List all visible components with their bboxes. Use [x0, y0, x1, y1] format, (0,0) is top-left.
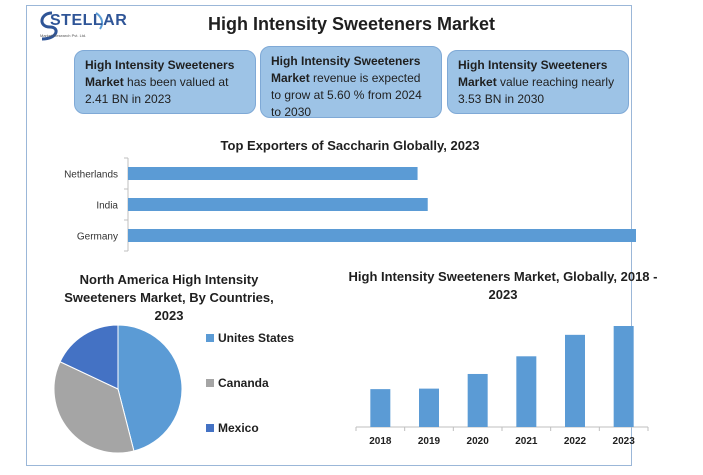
legend-swatch-canada — [206, 378, 214, 387]
fact-box-valuation-bold: High Intensity Sweeteners Market — [85, 58, 235, 89]
legend-swatch-us — [206, 333, 214, 342]
exporters-chart-title: Top Exporters of Saccharin Globally, 202… — [220, 138, 480, 153]
legend-item-mexico: Mexico — [206, 421, 259, 435]
fact-box-valuation-text: has been valued at 2.41 BN in 2023 — [85, 75, 229, 106]
logo-swoosh-icon — [40, 11, 104, 41]
market-chart-title: High Intensity Sweeteners Market, Global… — [348, 269, 658, 302]
fact-box-growth: High Intensity Sweeteners Market revenue… — [260, 46, 442, 119]
legend-item-us: Unites States — [206, 331, 294, 345]
fact-box-forecast-text: value reaching nearly 3.53 BN in 2030 — [458, 75, 615, 106]
stellar-logo: STELLAR Market Research Pvt. Ltd. — [36, 9, 127, 43]
fact-box-growth-text: revenue is expected to grow at 5.60 % fr… — [271, 71, 422, 119]
fact-box-forecast-bold: High Intensity Sweeteners Market — [458, 58, 608, 89]
legend-item-canada: Cananda — [206, 376, 269, 390]
legend-swatch-mexico — [206, 423, 214, 432]
pie-chart-title: North America High Intensity Sweeteners … — [64, 272, 274, 323]
fact-box-valuation: High Intensity Sweeteners Market has bee… — [74, 50, 256, 114]
legend-label-us: Unites States — [218, 331, 295, 345]
page-title: High Intensity Sweeteners Market — [207, 14, 496, 34]
fact-box-growth-bold: High Intensity Sweeteners Market — [271, 54, 421, 85]
logo-wordmark: STELLAR — [50, 12, 128, 29]
fact-box-forecast: High Intensity Sweeteners Market value r… — [447, 50, 629, 114]
legend-label-canada: Cananda — [218, 376, 269, 390]
legend-label-mexico: Mexico — [218, 421, 259, 435]
logo-tagline: Market Research Pvt. Ltd. — [40, 33, 87, 38]
